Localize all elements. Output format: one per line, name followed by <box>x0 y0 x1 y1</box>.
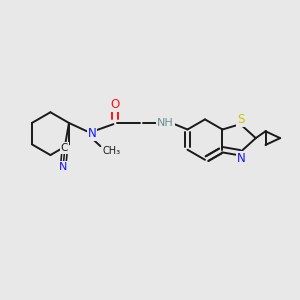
Text: C: C <box>61 143 68 153</box>
Text: N: N <box>237 152 246 164</box>
Text: S: S <box>237 112 244 126</box>
Text: N: N <box>88 127 96 140</box>
Text: N: N <box>59 162 68 172</box>
Text: CH₃: CH₃ <box>103 146 121 156</box>
Text: O: O <box>110 98 120 111</box>
Text: NH: NH <box>157 118 174 128</box>
